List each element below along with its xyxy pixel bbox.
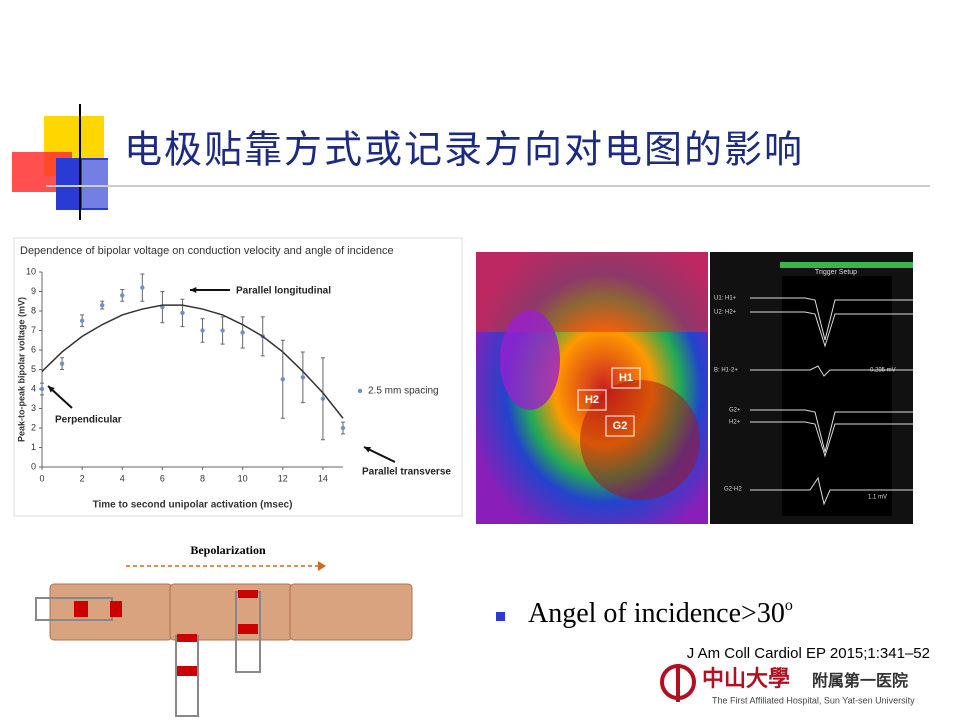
- map-box: [577, 389, 607, 411]
- y-tick-label: 7: [31, 325, 36, 335]
- electrode-pole: [238, 624, 258, 634]
- y-tick-label: 4: [31, 383, 36, 393]
- annotation: Parallel longitudinal: [236, 286, 331, 297]
- egm-value: 0.295 mV: [870, 368, 896, 374]
- map-box: [605, 415, 635, 437]
- map-label: G2: [613, 420, 628, 432]
- bullet-text: Angel of incidence>30: [528, 598, 785, 629]
- bullet-marker: [496, 612, 505, 621]
- point: [120, 293, 125, 298]
- map-label: H1: [619, 372, 633, 384]
- annotation-arrowhead: [48, 386, 55, 393]
- egm-bar: [780, 262, 913, 268]
- point: [79, 318, 85, 323]
- egm-channel: H2+: [729, 420, 741, 426]
- y-tick-label: 0: [31, 461, 36, 471]
- egm-trace: [750, 421, 913, 458]
- egm-channel: B: H1-2+: [714, 368, 738, 374]
- map-region: [580, 380, 700, 500]
- y-axis-label: Peak-to-peak bipolar voltage (mV): [16, 297, 26, 442]
- point: [140, 285, 145, 290]
- electrode-pole: [238, 590, 258, 598]
- egm-value: 1.1 mV: [868, 495, 887, 501]
- y-tick-label: 9: [31, 286, 36, 296]
- point: [240, 330, 245, 335]
- x-tick-label: 0: [39, 473, 44, 483]
- cell: [169, 583, 293, 641]
- y-tick-label: 2: [31, 422, 36, 432]
- point: [200, 328, 205, 333]
- egm-channel: G2+: [729, 408, 741, 414]
- bullet-sup: o: [785, 597, 793, 614]
- point: [300, 375, 306, 380]
- egm-channel: G2-H2: [724, 487, 742, 493]
- deco-blue: [56, 158, 108, 210]
- legend-marker: [357, 388, 363, 394]
- x-tick-label: 14: [318, 473, 328, 483]
- point: [320, 396, 326, 401]
- point: [100, 302, 105, 308]
- egm-trace: [750, 311, 913, 348]
- y-tick-label: 6: [31, 344, 36, 354]
- logo-en: The First Affiliated Hospital, Sun Yat-s…: [712, 695, 915, 705]
- map-region: [476, 252, 708, 332]
- x-tick-label: 8: [200, 473, 205, 483]
- x-tick-label: 10: [238, 473, 248, 483]
- annotation: Perpendicular: [55, 415, 122, 426]
- y-tick-label: 10: [26, 266, 36, 276]
- point: [59, 361, 65, 366]
- egm-trace: [750, 365, 913, 377]
- y-tick-label: 3: [31, 403, 36, 413]
- logo-name: 中山大學: [702, 666, 790, 692]
- deco-fade: [82, 160, 132, 208]
- y-tick-label: 5: [31, 364, 36, 374]
- egm-channel: U1: H1+: [714, 296, 737, 302]
- electrode-pole: [110, 601, 122, 617]
- y-tick-label: 8: [31, 305, 36, 315]
- egm-window: [782, 276, 892, 516]
- x-tick-label: 6: [160, 473, 165, 483]
- x-tick-label: 12: [278, 473, 288, 483]
- map-region: [500, 310, 560, 410]
- egm-trace: [750, 476, 913, 506]
- point: [180, 310, 185, 316]
- point: [280, 377, 285, 382]
- point: [220, 328, 225, 333]
- slide-title: 电极贴靠方式或记录方向对电图的影响: [124, 128, 804, 172]
- point: [39, 386, 45, 392]
- cell: [289, 583, 413, 641]
- egm-header: Trigger Setup: [815, 269, 857, 276]
- annotation-arrowhead: [364, 447, 371, 453]
- electrode-pole: [177, 666, 197, 676]
- electrode-pole: [74, 601, 88, 617]
- chart-title: Dependence of bipolar voltage on conduct…: [20, 245, 394, 257]
- egm-trace: [750, 297, 913, 341]
- x-tick-label: 2: [80, 473, 85, 483]
- bullet: Angel of incidence>30o: [528, 597, 793, 630]
- point: [340, 425, 346, 431]
- egm-trace: [750, 409, 913, 453]
- chart-panel: [13, 237, 463, 517]
- annotation: Parallel transverse: [362, 467, 451, 478]
- y-tick-label: 1: [31, 442, 36, 452]
- electrode-pole: [177, 634, 197, 642]
- map-box: [611, 367, 641, 389]
- annotation-arrowhead: [190, 286, 197, 294]
- diagram-label: Bepolarization: [190, 543, 266, 557]
- chart: Dependence of bipolar voltage on conduct…: [16, 245, 451, 511]
- x-axis-label: Time to second unipolar activation (msec…: [93, 500, 293, 511]
- diagram-arrowhead: [318, 561, 326, 571]
- egm-channel: U2: H2+: [714, 310, 737, 316]
- legend-label: 2.5 mm spacing: [368, 386, 439, 397]
- map-label: H2: [585, 394, 599, 406]
- fit-curve: [41, 304, 344, 419]
- x-tick-label: 4: [120, 473, 125, 483]
- citation: J Am Coll Cardiol EP 2015;1:341–52: [687, 645, 930, 662]
- logo-sub: 附属第一医院: [812, 671, 908, 690]
